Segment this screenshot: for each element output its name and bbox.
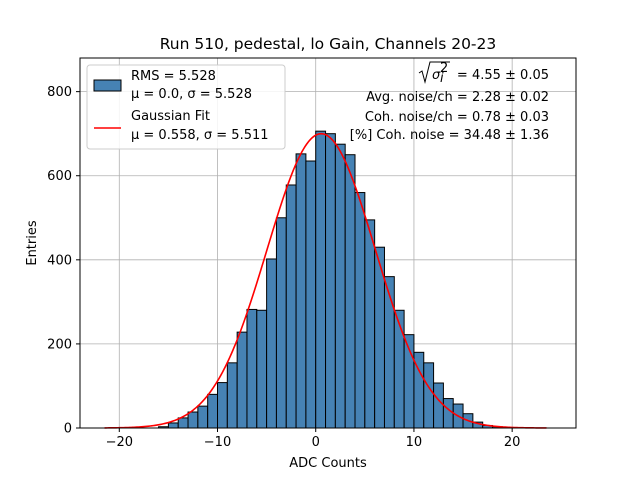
histogram-bar — [285, 184, 297, 429]
x-tick-label: 0 — [312, 435, 320, 450]
noise-annotations: = 4.55 ± 0.05 σ 2 i Avg. noise/ch = 2.28… — [350, 61, 549, 143]
histogram-bar — [423, 362, 435, 429]
annotation-avg-noise: Avg. noise/ch = 2.28 ± 0.02 — [366, 90, 549, 105]
legend-frame — [86, 64, 286, 150]
histogram-bar — [344, 154, 356, 429]
histogram-bar — [354, 192, 366, 429]
histogram-bar — [364, 219, 376, 429]
annotation-coh-noise-percent: [%] Coh. noise = 34.48 ± 1.36 — [350, 128, 549, 143]
histogram-bar — [266, 258, 277, 429]
gaussian-fit-curve — [104, 132, 547, 429]
annotation-coh-noise: Coh. noise/ch = 0.78 ± 0.03 — [365, 110, 549, 125]
annotation-total-noise: = 4.55 ± 0.05 σ 2 i — [418, 61, 549, 86]
histogram-bar — [334, 143, 346, 429]
histogram-bar — [177, 417, 189, 429]
histogram-bar — [383, 276, 395, 429]
legend: RMS = 5.528 μ = 0.0, σ = 5.528 Gaussian … — [86, 64, 286, 150]
histogram-bar — [236, 331, 248, 429]
y-axis-label: Entries — [25, 220, 40, 266]
x-tick-label: −10 — [204, 435, 231, 450]
x-tick-label: 20 — [504, 435, 521, 450]
y-tick-label: 600 — [47, 169, 72, 184]
y-tick-label: 200 — [47, 337, 72, 352]
svg-text:σ: σ — [432, 68, 441, 83]
y-tick-label: 800 — [47, 85, 72, 100]
legend-histogram-swatch — [93, 79, 122, 92]
sqrt-sigma-symbol: σ 2 i — [418, 61, 450, 86]
legend-histogram-label: RMS = 5.528 — [131, 69, 216, 84]
legend-fit-stats: μ = 0.558, σ = 5.511 — [131, 128, 269, 143]
histogram-bar — [433, 382, 444, 429]
y-tick-label: 400 — [47, 253, 72, 268]
histogram-bar — [217, 382, 228, 429]
histogram-bar — [305, 160, 317, 429]
legend-fit-label: Gaussian Fit — [131, 109, 210, 124]
x-tick-label: −20 — [106, 435, 133, 450]
histogram-bar — [295, 153, 307, 429]
annotation-total-noise-value: = 4.55 ± 0.05 — [457, 68, 549, 83]
svg-text:i: i — [440, 71, 444, 86]
plot-frame — [79, 57, 577, 429]
chart-title: Run 510, pedestal, lo Gain, Channels 20-… — [160, 35, 497, 53]
legend-histogram-stats: μ = 0.0, σ = 5.528 — [131, 87, 252, 102]
histogram-bar — [167, 422, 179, 429]
histogram-bar — [226, 362, 238, 429]
svg-text:2: 2 — [440, 61, 448, 76]
histogram-bar — [315, 130, 327, 429]
histogram-bar — [207, 393, 219, 429]
histogram-bar — [197, 405, 209, 429]
histogram-bar — [246, 308, 258, 429]
x-tick-label: 10 — [406, 435, 423, 450]
histogram-bar — [393, 309, 405, 429]
histogram-bar — [256, 309, 268, 429]
histogram-bar — [325, 133, 336, 429]
histogram-bar — [187, 411, 199, 429]
histogram-bar — [442, 398, 454, 429]
x-axis-label: ADC Counts — [289, 456, 367, 471]
histogram-bar — [275, 217, 287, 429]
y-tick-label: 0 — [64, 422, 72, 437]
